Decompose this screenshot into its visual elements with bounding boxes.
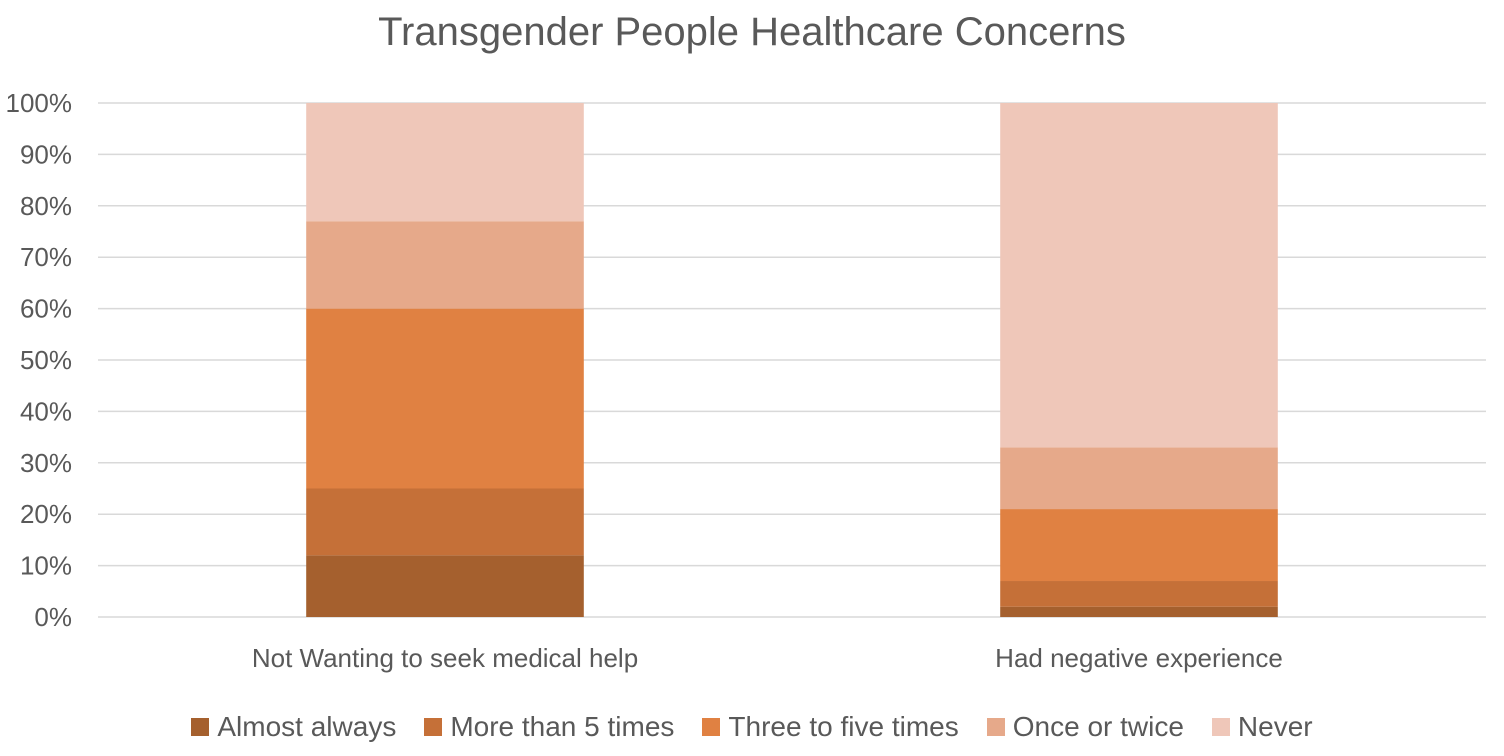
legend-label: Never xyxy=(1237,711,1313,742)
y-tick-label: 30% xyxy=(20,448,72,478)
chart-title: Transgender People Healthcare Concerns xyxy=(378,10,1126,54)
x-axis-category-labels: Not Wanting to seek medical help Had nega… xyxy=(252,643,1283,673)
y-tick-label: 40% xyxy=(20,396,72,426)
y-axis-tick-labels: 0% 10% 20% 30% 40% 50% 60% 70% 80% 90% 100% xyxy=(6,88,73,632)
legend-label: Three to five times xyxy=(728,711,959,742)
y-tick-label: 100% xyxy=(6,88,73,118)
legend-item: Once or twice xyxy=(986,711,1184,743)
bar-segment xyxy=(306,308,584,489)
x-category-label: Had negative experience xyxy=(995,643,1283,673)
bar-segment xyxy=(306,488,584,556)
legend-swatch xyxy=(191,718,210,736)
y-tick-label: 60% xyxy=(20,294,72,324)
legend-swatch xyxy=(986,718,1005,736)
bar-segment xyxy=(1000,103,1278,448)
legend-label: Once or twice xyxy=(1012,711,1184,742)
legend-item: More than 5 times xyxy=(424,711,674,743)
legend: Almost always More than 5 times Three to f… xyxy=(0,706,1504,748)
legend-label: More than 5 times xyxy=(450,711,675,742)
bar-segment xyxy=(306,555,584,617)
y-tick-label: 50% xyxy=(20,345,72,375)
bar-segment xyxy=(1000,447,1278,510)
legend-swatch xyxy=(424,718,443,736)
y-tick-label: 70% xyxy=(20,242,72,272)
y-tick-label: 80% xyxy=(20,191,72,221)
bars xyxy=(306,103,1278,617)
y-tick-label: 20% xyxy=(20,499,72,529)
legend-item: Almost always xyxy=(191,711,396,743)
legend-swatch xyxy=(1211,718,1230,736)
stacked-bar-chart: 0% 10% 20% 30% 40% 50% 60% 70% 80% 90% 100% Not Wa… xyxy=(6,88,1486,673)
bar-segment xyxy=(306,103,584,222)
y-tick-label: 0% xyxy=(34,602,72,632)
y-tick-label: 90% xyxy=(20,139,72,169)
bar-segment xyxy=(1000,581,1278,607)
legend-label: Almost always xyxy=(217,711,397,742)
legend-item: Never xyxy=(1211,711,1313,743)
legend-swatch xyxy=(702,718,721,736)
x-category-label: Not Wanting to seek medical help xyxy=(252,643,638,673)
legend-item: Three to five times xyxy=(702,711,959,743)
y-tick-label: 10% xyxy=(20,551,72,581)
bar-segment xyxy=(1000,606,1278,617)
bar-segment xyxy=(1000,509,1278,582)
bar-segment xyxy=(306,221,584,309)
